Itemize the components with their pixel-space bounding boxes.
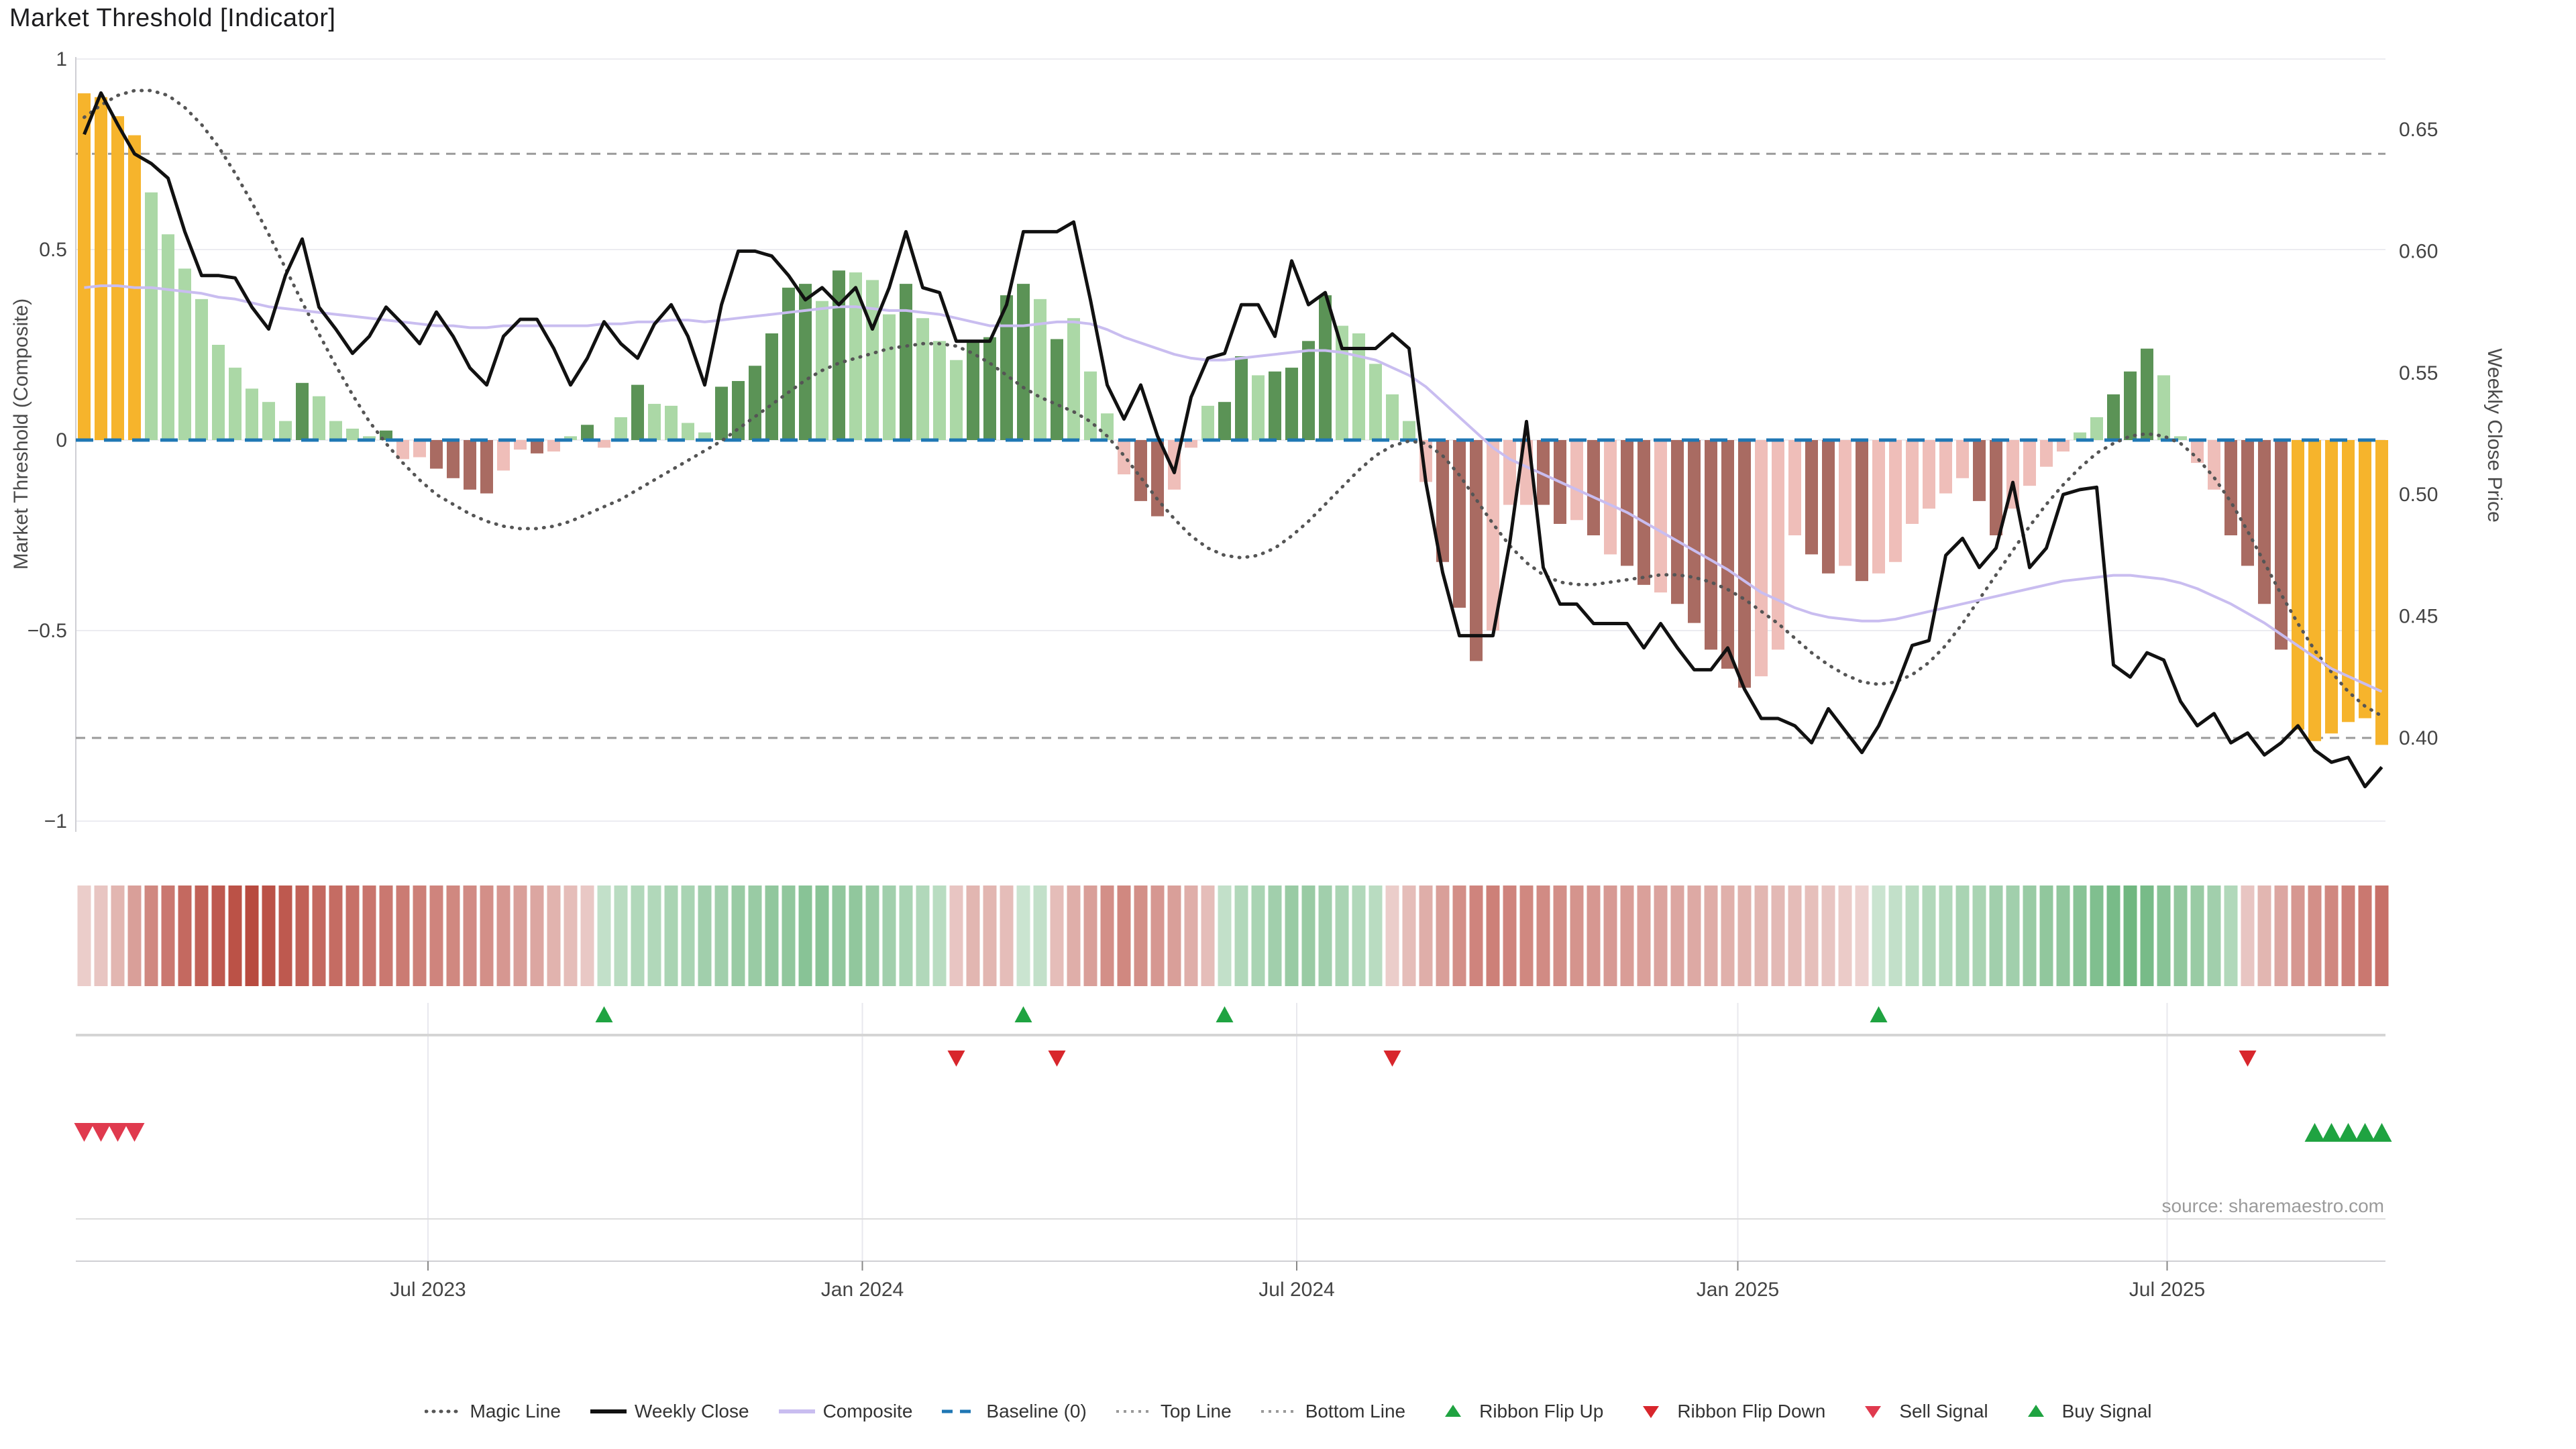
- ribbon-flip-down-marker: [1048, 1051, 1066, 1067]
- right-axis-title: Weekly Close Price: [2483, 348, 2506, 523]
- tick-label: 0.5: [39, 239, 67, 261]
- legend-label: Sell Signal: [1899, 1401, 1988, 1421]
- ribbon-flip-up-marker: [1014, 1006, 1032, 1022]
- legend-label: Composite: [822, 1401, 913, 1421]
- chart-legend: Magic Line Weekly Close Composite Baseline …: [0, 1401, 2576, 1422]
- legend-label: Bottom Line: [1305, 1401, 1406, 1421]
- ribbon-flip-down-marker: [2239, 1051, 2257, 1067]
- triangle-up-icon: [2027, 1405, 2044, 1417]
- legend-item-ribbon-flip-down[interactable]: Ribbon Flip Down: [1631, 1401, 1825, 1422]
- tick-label: 0.45: [2399, 606, 2438, 628]
- tick-label: 0.55: [2399, 362, 2438, 384]
- tick-label: −1: [44, 810, 67, 833]
- tick-label: 0.65: [2399, 119, 2438, 141]
- gridlines: [75, 57, 2385, 1262]
- buy-signal-marker: [2355, 1123, 2375, 1142]
- lines: [76, 89, 2385, 789]
- sell-signal-marker: [124, 1123, 145, 1142]
- ribbon-flip-up-marker: [1216, 1006, 1234, 1022]
- legend-item-top-line[interactable]: Top Line: [1115, 1401, 1232, 1422]
- ribbon-flip-up-marker: [595, 1006, 613, 1022]
- ribbon-flip-up-marker: [1870, 1006, 1888, 1022]
- ribbon-flip-down-marker: [1383, 1051, 1401, 1067]
- buy-signal-marker: [2321, 1123, 2342, 1142]
- legend-item-magic-line[interactable]: Magic Line: [424, 1401, 561, 1422]
- tick-label: 0.50: [2399, 484, 2438, 506]
- legend-label: Weekly Close: [634, 1401, 749, 1421]
- tick-label: Jul 2023: [390, 1279, 466, 1301]
- tick-label: −0.5: [28, 620, 67, 642]
- tick-label: Jul 2025: [2129, 1279, 2205, 1301]
- legend-item-sell-signal[interactable]: Sell Signal: [1854, 1401, 1988, 1422]
- triangle-down-icon: [1643, 1406, 1660, 1418]
- line-swatch-icon: [1116, 1410, 1152, 1413]
- legend-item-weekly-close[interactable]: Weekly Close: [589, 1401, 749, 1422]
- tick-label: 1: [56, 48, 67, 70]
- tick-label: 0: [56, 429, 67, 451]
- legend-item-composite[interactable]: Composite: [777, 1401, 913, 1422]
- signal-markers: [74, 1006, 2392, 1142]
- line-swatch-icon: [590, 1409, 627, 1413]
- buy-signal-marker: [2304, 1123, 2325, 1142]
- line-swatch-icon: [942, 1409, 979, 1413]
- line-swatch-icon: [1260, 1410, 1297, 1413]
- buy-signal-marker: [2338, 1123, 2359, 1142]
- tick-label: 0.60: [2399, 240, 2438, 262]
- sell-signal-marker: [91, 1123, 111, 1142]
- tick-label: 0.40: [2399, 727, 2438, 749]
- sell-signal-marker: [107, 1123, 128, 1142]
- tick-label: Jan 2025: [1697, 1279, 1779, 1301]
- tick-label: Jan 2024: [821, 1279, 904, 1301]
- line-swatch-icon: [778, 1409, 815, 1413]
- legend-label: Ribbon Flip Down: [1677, 1401, 1826, 1421]
- legend-label: Buy Signal: [2061, 1401, 2152, 1421]
- legend-label: Top Line: [1160, 1401, 1232, 1421]
- threshold-bars: [78, 93, 2388, 745]
- legend-item-baseline-0[interactable]: Baseline (0): [941, 1401, 1087, 1422]
- triangle-down-icon: [1865, 1406, 1882, 1418]
- sell-signal-marker: [74, 1123, 95, 1142]
- legend-item-bottom-line[interactable]: Bottom Line: [1260, 1401, 1405, 1422]
- legend-label: Magic Line: [470, 1401, 561, 1421]
- page-title: Market Threshold [Indicator]: [9, 4, 336, 32]
- left-axis-title: Market Threshold (Composite): [10, 298, 32, 570]
- line-swatch-icon: [424, 1409, 464, 1413]
- legend-item-ribbon-flip-up[interactable]: Ribbon Flip Up: [1434, 1401, 1603, 1422]
- legend-item-buy-signal[interactable]: Buy Signal: [2017, 1401, 2152, 1422]
- legend-label: Ribbon Flip Up: [1479, 1401, 1604, 1421]
- ribbon-flip-down-marker: [947, 1051, 965, 1067]
- source-note: source: sharemaestro.com: [2161, 1195, 2384, 1216]
- triangle-up-icon: [1445, 1405, 1462, 1417]
- buy-signal-marker: [2371, 1123, 2392, 1142]
- ribbon-strip: [77, 885, 2389, 986]
- tick-label: Jul 2024: [1258, 1279, 1334, 1301]
- legend-label: Baseline (0): [986, 1401, 1087, 1421]
